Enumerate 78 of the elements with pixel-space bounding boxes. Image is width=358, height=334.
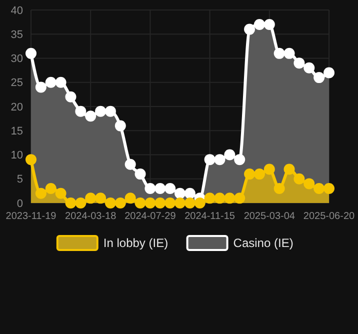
y-tick-label: 30 [10,53,23,66]
point [264,164,275,175]
x-tick-label: 2024-07-29 [124,211,176,222]
point [65,198,76,208]
point [174,188,186,199]
point [174,198,186,208]
y-tick-label: 15 [10,125,23,138]
point [204,192,216,204]
point [124,158,136,170]
point [294,173,305,184]
x-tick-label: 2024-03-18 [65,211,117,222]
point [144,198,156,208]
y-tick-label: 10 [10,150,23,162]
point [85,110,96,122]
point [284,48,295,59]
legend-label: Casino (IE) [233,236,294,250]
point [304,178,315,190]
point [45,183,56,194]
y-tick-label: 0 [16,198,23,210]
point [274,48,285,59]
point [75,198,86,208]
point [164,183,176,194]
point [254,18,265,30]
point [114,120,126,132]
point [234,192,246,204]
y-tick-label: 40 [10,4,23,17]
y-tick-label: 20 [10,101,23,114]
point [55,188,66,199]
point [35,188,46,199]
point [75,106,86,117]
x-tick-label: 2025-06-20 [303,211,356,222]
point [304,62,315,74]
point [224,192,236,204]
point [204,154,216,166]
point [114,198,126,208]
y-tick-label: 35 [10,28,23,41]
point [184,188,196,199]
point [244,168,256,180]
point [294,58,305,69]
point [264,18,275,30]
point [85,192,96,204]
point [314,183,325,194]
point [324,183,334,194]
point [284,164,295,175]
point [184,198,196,208]
point [324,67,334,78]
point [65,91,76,102]
point [104,106,116,117]
point [144,183,156,194]
x-tick-label: 2023-11-19 [6,211,57,222]
point [154,183,166,194]
point [164,198,176,208]
point [95,192,106,204]
point [154,198,166,208]
point [234,154,246,166]
point [55,76,66,88]
x-tick-label: 2025-03-04 [244,211,296,222]
point [26,154,36,166]
point [224,149,236,160]
point [314,72,325,84]
point [254,168,265,180]
x-tick-label: 2024-11-15 [184,211,236,222]
point [26,48,36,59]
y-tick-label: 5 [16,174,23,186]
legend-label: In lobby (IE) [103,236,168,250]
point [274,183,285,194]
point [95,106,106,117]
point [134,168,146,180]
point [35,82,46,93]
point [134,198,146,208]
point [45,76,56,88]
point [244,24,256,35]
y-tick-label: 25 [10,77,23,90]
point [194,198,206,208]
point [124,192,136,204]
point [104,198,116,208]
point [214,192,226,204]
point [214,154,226,166]
